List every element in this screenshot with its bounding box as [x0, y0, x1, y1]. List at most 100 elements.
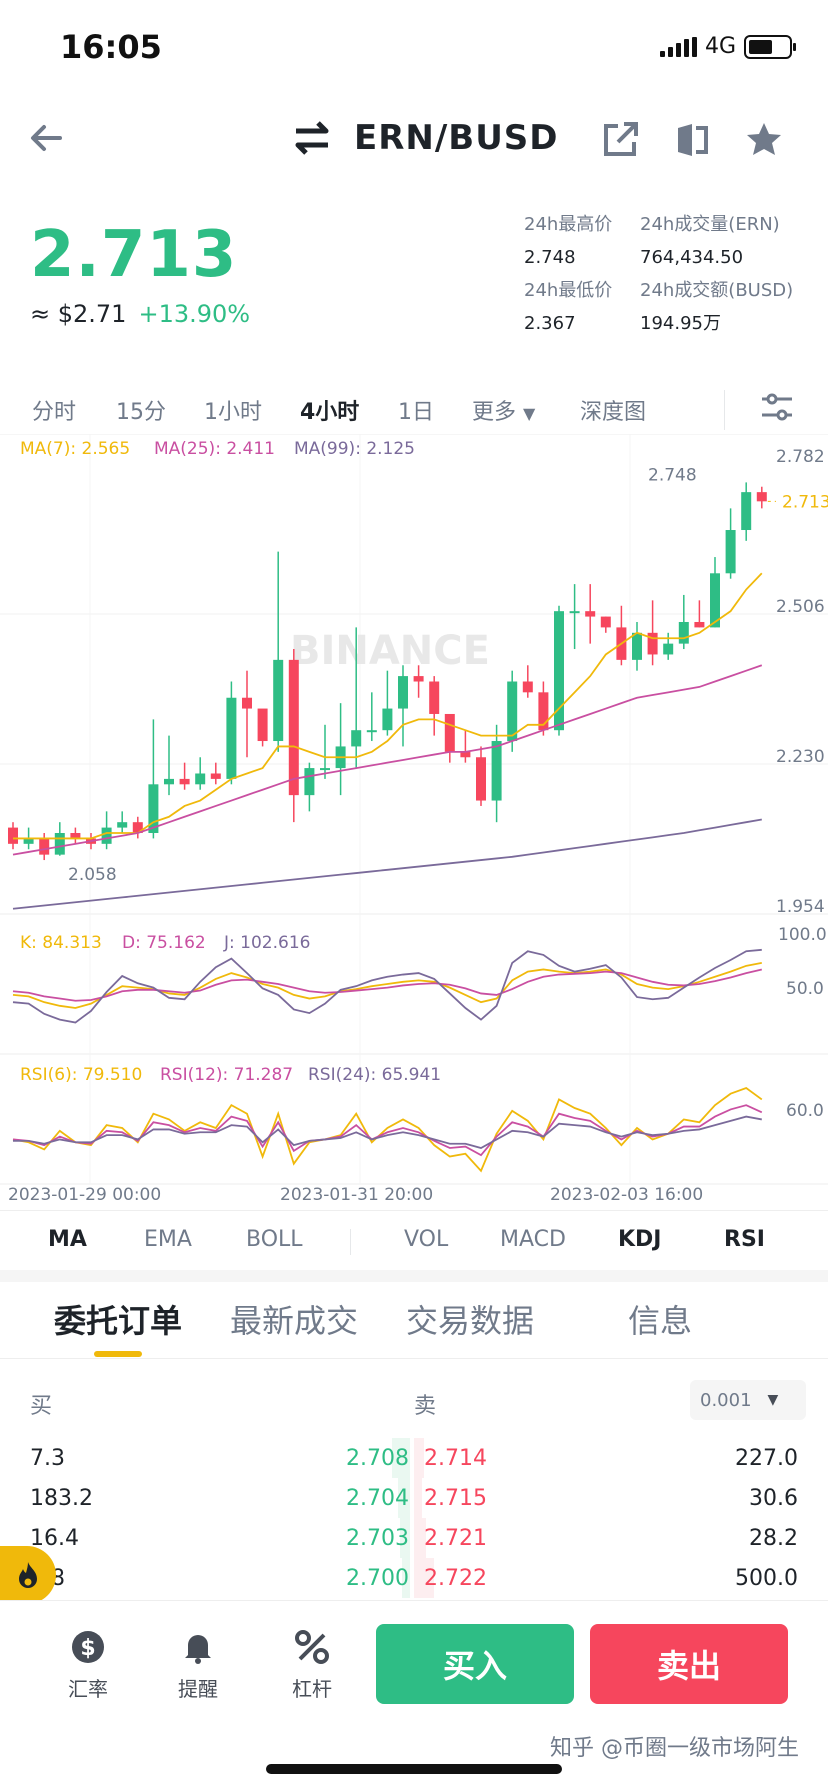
orderbook-row[interactable]: .8 2.700 2.722 500.0 — [0, 1558, 828, 1598]
kdj-d-line — [12, 968, 763, 1002]
percent-icon — [294, 1629, 330, 1665]
ma25-legend: MA(25): 2.411 — [154, 439, 275, 459]
vol-ern-label: 24h成交量(ERN) — [640, 214, 780, 235]
candle-body — [179, 778, 190, 785]
precision-value: 0.001 — [700, 1389, 752, 1411]
candle-body — [320, 768, 330, 771]
bid-price: 2.708 — [346, 1446, 409, 1471]
candle-body — [288, 659, 299, 796]
tab-15m[interactable]: 15分 — [116, 400, 166, 425]
tab-1d[interactable]: 1日 — [398, 400, 434, 425]
bid-qty: 183.2 — [30, 1486, 93, 1511]
candle-body — [257, 708, 268, 742]
candle-body — [538, 692, 549, 731]
active-tab-indicator — [94, 1351, 142, 1357]
sell-header: 卖 — [414, 1394, 437, 1419]
network-label: 4G — [704, 34, 736, 59]
candle-body — [710, 573, 720, 628]
price-axis-4: 1.954 — [776, 897, 825, 917]
rsi12-legend: RSI(12): 71.287 — [160, 1065, 293, 1085]
candle-body — [148, 784, 159, 834]
rate-button[interactable]: $ 汇率 — [48, 1629, 128, 1702]
tab-depth[interactable]: 深度图 — [580, 400, 647, 425]
bid-price: 2.700 — [346, 1566, 409, 1591]
section-spacer — [0, 1270, 828, 1282]
last-price-tag: 2.713 — [782, 492, 828, 512]
candle-body — [476, 757, 486, 801]
ind-vol[interactable]: VOL — [404, 1227, 449, 1252]
kdj-axis-50: 50.0 — [786, 979, 824, 999]
candle-body — [429, 681, 440, 714]
price-axis-3: 2.230 — [776, 747, 825, 767]
tab-more[interactable]: 更多 ▼ — [472, 394, 535, 426]
rsi24-legend: RSI(24): 65.941 — [308, 1065, 441, 1085]
candle-body — [694, 621, 705, 628]
alert-button[interactable]: 提醒 — [158, 1629, 238, 1702]
buy-button[interactable]: 买入 — [376, 1624, 574, 1704]
leverage-button[interactable]: 杠杆 — [272, 1629, 352, 1702]
ind-boll[interactable]: BOLL — [246, 1227, 303, 1252]
tab-4h[interactable]: 4小时 — [300, 400, 360, 425]
pair-selector[interactable]: ERN/BUSD — [292, 118, 559, 158]
indicator-tabs: MA EMA BOLL VOL MACD KDJ RSI — [0, 1210, 828, 1270]
vol-busd-label: 24h成交额(BUSD) — [640, 280, 794, 301]
candle-body — [382, 708, 393, 731]
candle-body — [54, 833, 65, 855]
tab-order-book[interactable]: 委托订单 — [54, 1302, 183, 1340]
candle-body — [132, 822, 143, 834]
chart-settings-icon[interactable] — [760, 390, 794, 424]
stats-col-2: 24h成交量(ERN) 764,434.50 24h成交额(BUSD) 194.… — [640, 208, 793, 340]
tab-divider-line — [0, 1358, 828, 1359]
candle-body — [569, 611, 580, 614]
price-chart[interactable]: BINANCE MA(7): 2.565 MA(25): 2.411 MA(99… — [0, 434, 828, 1210]
candle-body — [522, 681, 533, 693]
ind-rsi[interactable]: RSI — [724, 1227, 765, 1252]
candle-body — [678, 621, 689, 644]
candle-body — [242, 697, 252, 709]
low-value: 2.367 — [524, 313, 576, 334]
kdj-k-line — [12, 962, 762, 1009]
candle-body — [366, 730, 377, 733]
kdj-d-legend: D: 75.162 — [122, 933, 206, 953]
tab-1h[interactable]: 1小时 — [204, 400, 262, 425]
ind-kdj[interactable]: KDJ — [618, 1227, 662, 1252]
binance-watermark: BINANCE — [290, 628, 490, 674]
floating-fire-button[interactable] — [0, 1546, 56, 1604]
time-label-3: 2023-02-03 16:00 — [550, 1185, 703, 1205]
caret-down-icon: ▼ — [767, 1392, 779, 1408]
price-axis-2: 2.506 — [776, 597, 825, 617]
tab-trade-data[interactable]: 交易数据 — [406, 1302, 535, 1340]
usd-price: ≈ $2.71 — [30, 300, 127, 328]
orderbook-row[interactable]: 183.2 2.704 2.715 30.6 — [0, 1478, 828, 1518]
candle-body — [117, 822, 128, 828]
candle-body — [210, 773, 221, 779]
candle-body — [226, 697, 237, 779]
ma7-legend: MA(7): 2.565 — [20, 439, 130, 459]
candle-body — [725, 530, 736, 574]
ask-price: 2.721 — [424, 1526, 487, 1551]
orderbook-row[interactable]: 16.4 2.703 2.721 28.2 — [0, 1518, 828, 1558]
share-icon[interactable] — [600, 120, 640, 160]
candle-body — [460, 751, 471, 758]
ind-ma[interactable]: MA — [48, 1227, 87, 1252]
tab-recent-trades[interactable]: 最新成交 — [230, 1302, 359, 1340]
bid-qty: 16.4 — [30, 1526, 79, 1551]
candle-body — [164, 778, 174, 785]
alert-label: 提醒 — [178, 1677, 218, 1701]
candle-body — [647, 632, 658, 655]
tab-more-label: 更多 — [472, 400, 517, 425]
candle-body — [413, 676, 424, 682]
back-arrow-icon[interactable] — [26, 118, 66, 158]
vol-busd-value: 194.95万 — [640, 313, 721, 334]
tab-time-share[interactable]: 分时 — [32, 400, 77, 425]
orderbook-row[interactable]: 7.3 2.708 2.714 227.0 — [0, 1438, 828, 1478]
sell-button[interactable]: 卖出 — [590, 1624, 788, 1704]
ind-macd[interactable]: MACD — [500, 1227, 566, 1252]
layout-toggle-icon[interactable] — [672, 120, 712, 160]
favorite-star-icon[interactable] — [744, 120, 784, 160]
precision-dropdown[interactable]: 0.001 ▼ — [690, 1380, 806, 1420]
stats-col-1: 24h最高价 2.748 24h最低价 2.367 — [524, 208, 612, 340]
tab-info[interactable]: 信息 — [628, 1302, 693, 1340]
ind-ema[interactable]: EMA — [144, 1227, 192, 1252]
fire-icon — [19, 1562, 37, 1588]
